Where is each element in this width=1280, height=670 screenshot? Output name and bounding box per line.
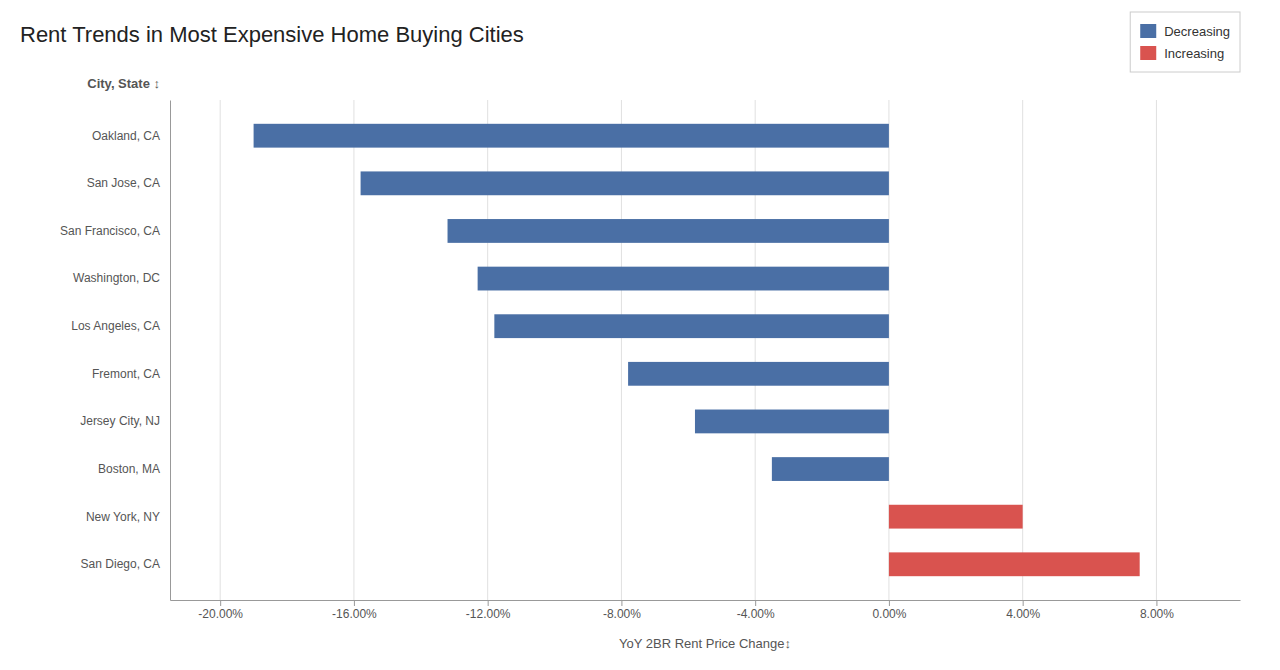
grid-line — [353, 100, 354, 600]
tick: Washington, DC — [73, 271, 160, 285]
y-axis: San Diego, CA New York, NY Boston, MA Jerse… — [60, 101, 171, 601]
legend: Decreasing Increasing — [1130, 12, 1240, 72]
tick-label: Boston, MA — [98, 462, 160, 476]
bar — [889, 552, 1140, 576]
tick-label: San Francisco, CA — [60, 224, 160, 238]
bar — [478, 267, 889, 291]
tick-label: -12.00% — [466, 607, 511, 621]
plot-area: -20.00% -16.00% -12.00% -8.00% -4.00% 0.00% 4.… — [60, 100, 1241, 621]
tick-mark — [755, 600, 756, 606]
tick-mark — [1023, 600, 1024, 606]
tick-mark — [354, 600, 355, 606]
tick-mark — [488, 600, 489, 606]
tick: -16.00% — [332, 600, 377, 621]
bar — [628, 362, 889, 386]
tick-label: -16.00% — [332, 607, 377, 621]
tick: -8.00% — [603, 600, 641, 621]
tick-label: San Diego, CA — [81, 557, 160, 571]
bars — [254, 124, 1140, 576]
tick-label: New York, NY — [86, 510, 160, 524]
tick-label: Fremont, CA — [92, 367, 160, 381]
tick: 0.00% — [872, 600, 906, 621]
tick-label: Jersey City, NJ — [80, 414, 160, 428]
tick-label: -8.00% — [603, 607, 641, 621]
tick: Boston, MA — [98, 462, 160, 476]
tick-label: 0.00% — [872, 607, 906, 621]
tick-mark — [1156, 600, 1157, 606]
tick-mark — [621, 600, 622, 606]
title: Rent Trends in Most Expensive Home Buyin… — [20, 22, 524, 47]
axis-line — [170, 101, 171, 601]
legend-frame — [1130, 12, 1240, 72]
tick-label: Washington, DC — [73, 271, 160, 285]
grid — [220, 100, 1156, 600]
tick: -12.00% — [466, 600, 511, 621]
tick: San Diego, CA — [81, 557, 160, 571]
y-axis-title: City, State ↕ — [87, 76, 160, 91]
tick: -20.00% — [198, 600, 243, 621]
tick: New York, NY — [86, 510, 160, 524]
x-axis-title: YoY 2BR Rent Price Change↕ — [619, 636, 791, 651]
tick-label: San Jose, CA — [87, 176, 160, 190]
x-axis: -20.00% -16.00% -12.00% -8.00% -4.00% 0.00% 4.… — [171, 600, 1241, 621]
tick: Jersey City, NJ — [80, 414, 160, 428]
axis-line — [171, 600, 1241, 601]
legend-label: Decreasing — [1164, 24, 1230, 39]
tick-mark — [220, 600, 221, 606]
tick-label: 8.00% — [1140, 607, 1174, 621]
tick: -4.00% — [737, 600, 775, 621]
tick: 8.00% — [1140, 600, 1174, 621]
tick: 4.00% — [1006, 600, 1040, 621]
tick: San Francisco, CA — [60, 224, 160, 238]
grid-line — [220, 100, 221, 600]
bar — [695, 410, 889, 434]
tick-label: -20.00% — [198, 607, 243, 621]
legend-swatch — [1140, 46, 1156, 60]
tick-label: Oakland, CA — [92, 129, 160, 143]
chart-container: -20.00% -16.00% -12.00% -8.00% -4.00% 0.00% 4.… — [0, 0, 1280, 670]
tick: Fremont, CA — [92, 367, 160, 381]
legend-item: Decreasing — [1140, 24, 1230, 39]
tick-mark — [889, 600, 890, 606]
bar — [254, 124, 889, 148]
tick: Oakland, CA — [92, 129, 160, 143]
legend-label: Increasing — [1164, 46, 1224, 61]
grid-line — [1156, 100, 1157, 600]
bar — [448, 219, 889, 243]
bar — [889, 505, 1023, 529]
bar — [772, 457, 889, 481]
tick-label: 4.00% — [1006, 607, 1040, 621]
tick-label: Los Angeles, CA — [71, 319, 160, 333]
tick: San Jose, CA — [87, 176, 160, 190]
tick: Los Angeles, CA — [71, 319, 160, 333]
chart-svg: -20.00% -16.00% -12.00% -8.00% -4.00% 0.00% 4.… — [0, 0, 1280, 670]
legend-swatch — [1140, 24, 1156, 38]
bar — [361, 171, 889, 195]
bar — [494, 314, 889, 338]
legend-item: Increasing — [1140, 46, 1224, 61]
tick-label: -4.00% — [737, 607, 775, 621]
